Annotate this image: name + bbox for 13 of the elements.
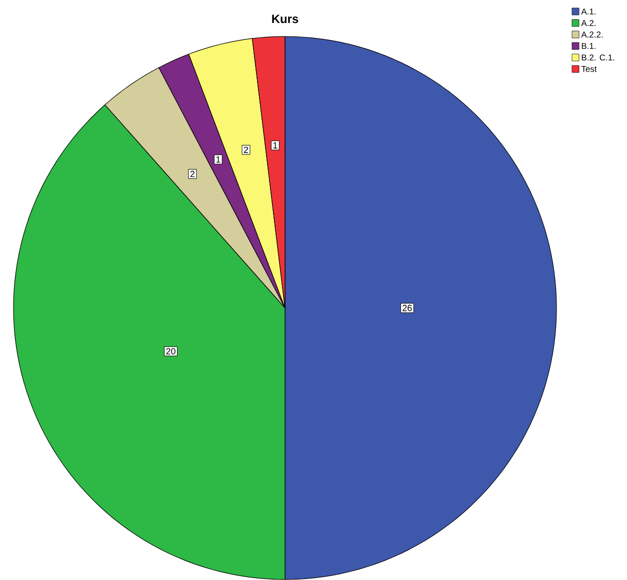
legend-label: B.1. bbox=[582, 43, 596, 49]
legend-label: B.2. C.1. bbox=[582, 54, 614, 60]
data-label: 20 bbox=[166, 348, 176, 354]
legend-label: A.2. bbox=[581, 20, 596, 26]
data-label: 2 bbox=[244, 146, 248, 153]
data-label: 1 bbox=[216, 156, 220, 163]
legend-label: A.1. bbox=[581, 8, 596, 14]
legend-label: Test bbox=[581, 66, 597, 72]
data-label: 1 bbox=[273, 142, 278, 148]
data-label: 26 bbox=[402, 304, 412, 312]
legend-label: A.2.2. bbox=[581, 32, 603, 38]
chart-title: Kurs bbox=[272, 14, 298, 24]
data-label: 2 bbox=[190, 170, 195, 178]
